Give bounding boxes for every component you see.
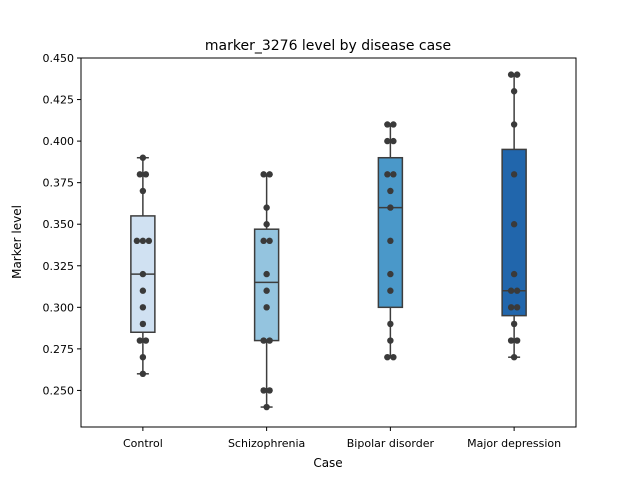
data-point — [390, 171, 397, 178]
data-point — [136, 171, 144, 178]
data-point — [142, 171, 150, 178]
box — [253, 228, 280, 342]
data-point — [139, 287, 147, 294]
data-point — [263, 403, 270, 411]
data-point — [387, 320, 394, 328]
data-point — [507, 287, 515, 294]
data-point — [387, 204, 394, 211]
data-point — [133, 237, 141, 245]
data-point — [387, 187, 394, 195]
data-point — [387, 337, 394, 344]
data-point — [145, 237, 153, 245]
y-tick-label: 0.450 — [43, 52, 75, 65]
data-point — [260, 387, 267, 394]
data-point — [387, 287, 394, 294]
data-point — [139, 187, 147, 195]
data-point — [266, 171, 273, 178]
data-point — [139, 304, 147, 311]
data-point — [263, 270, 270, 278]
data-point — [260, 237, 267, 245]
data-point — [513, 337, 521, 344]
y-tick-label: 0.300 — [43, 301, 75, 314]
data-point — [139, 237, 147, 245]
data-point — [266, 387, 273, 394]
data-point — [513, 287, 521, 294]
data-point — [266, 337, 273, 344]
data-point — [139, 353, 147, 361]
data-point — [510, 353, 518, 361]
x-tick-label: Major depression — [467, 437, 561, 450]
data-point — [510, 121, 518, 128]
data-point — [513, 304, 521, 311]
data-point — [142, 337, 150, 344]
data-point — [510, 171, 518, 178]
data-point — [387, 237, 394, 245]
y-tick-label: 0.325 — [43, 260, 75, 273]
data-point — [390, 137, 397, 145]
box — [377, 156, 404, 309]
data-point — [390, 121, 397, 128]
data-point — [384, 353, 391, 361]
data-point — [384, 137, 391, 145]
data-point — [139, 320, 147, 328]
data-point — [510, 221, 518, 228]
data-point — [266, 237, 273, 245]
y-tick-label: 0.400 — [43, 135, 75, 148]
x-tick-label: Control — [123, 437, 163, 450]
box-group-3 — [377, 123, 404, 358]
y-axis-label: Marker level — [10, 205, 24, 279]
y-tick-label: 0.250 — [43, 384, 75, 397]
data-point — [507, 71, 515, 78]
x-axis-label: Case — [313, 456, 342, 470]
axes-frame — [80, 57, 577, 428]
plot-area: 0.250 0.275 0.300 0.325 0.350 0.375 0.400 0.425… — [43, 52, 577, 450]
data-point — [384, 121, 391, 128]
data-point — [513, 71, 521, 78]
box-group-4 — [501, 73, 527, 358]
data-point — [260, 337, 267, 344]
data-point — [507, 337, 515, 344]
data-point — [390, 353, 397, 361]
data-point — [387, 270, 394, 278]
data-point — [260, 171, 267, 178]
chart-title: marker_3276 level by disease case — [205, 38, 451, 54]
data-point — [507, 304, 515, 311]
data-point — [510, 88, 518, 95]
data-point — [510, 320, 518, 328]
y-tick-label: 0.275 — [43, 343, 75, 356]
data-point — [263, 287, 270, 294]
data-point — [136, 337, 144, 344]
y-tick-label: 0.425 — [43, 94, 75, 107]
data-point — [510, 270, 518, 278]
data-point — [263, 221, 270, 228]
data-point — [139, 154, 147, 161]
y-tick-label: 0.375 — [43, 177, 75, 190]
x-tick-label: Bipolar disorder — [347, 437, 435, 450]
data-point — [263, 204, 270, 211]
data-point — [263, 304, 270, 311]
data-point — [139, 370, 147, 378]
data-point — [139, 270, 147, 278]
data-point — [384, 171, 391, 178]
x-tick-label: Schizophrenia — [228, 437, 305, 450]
y-tick-label: 0.350 — [43, 218, 75, 231]
